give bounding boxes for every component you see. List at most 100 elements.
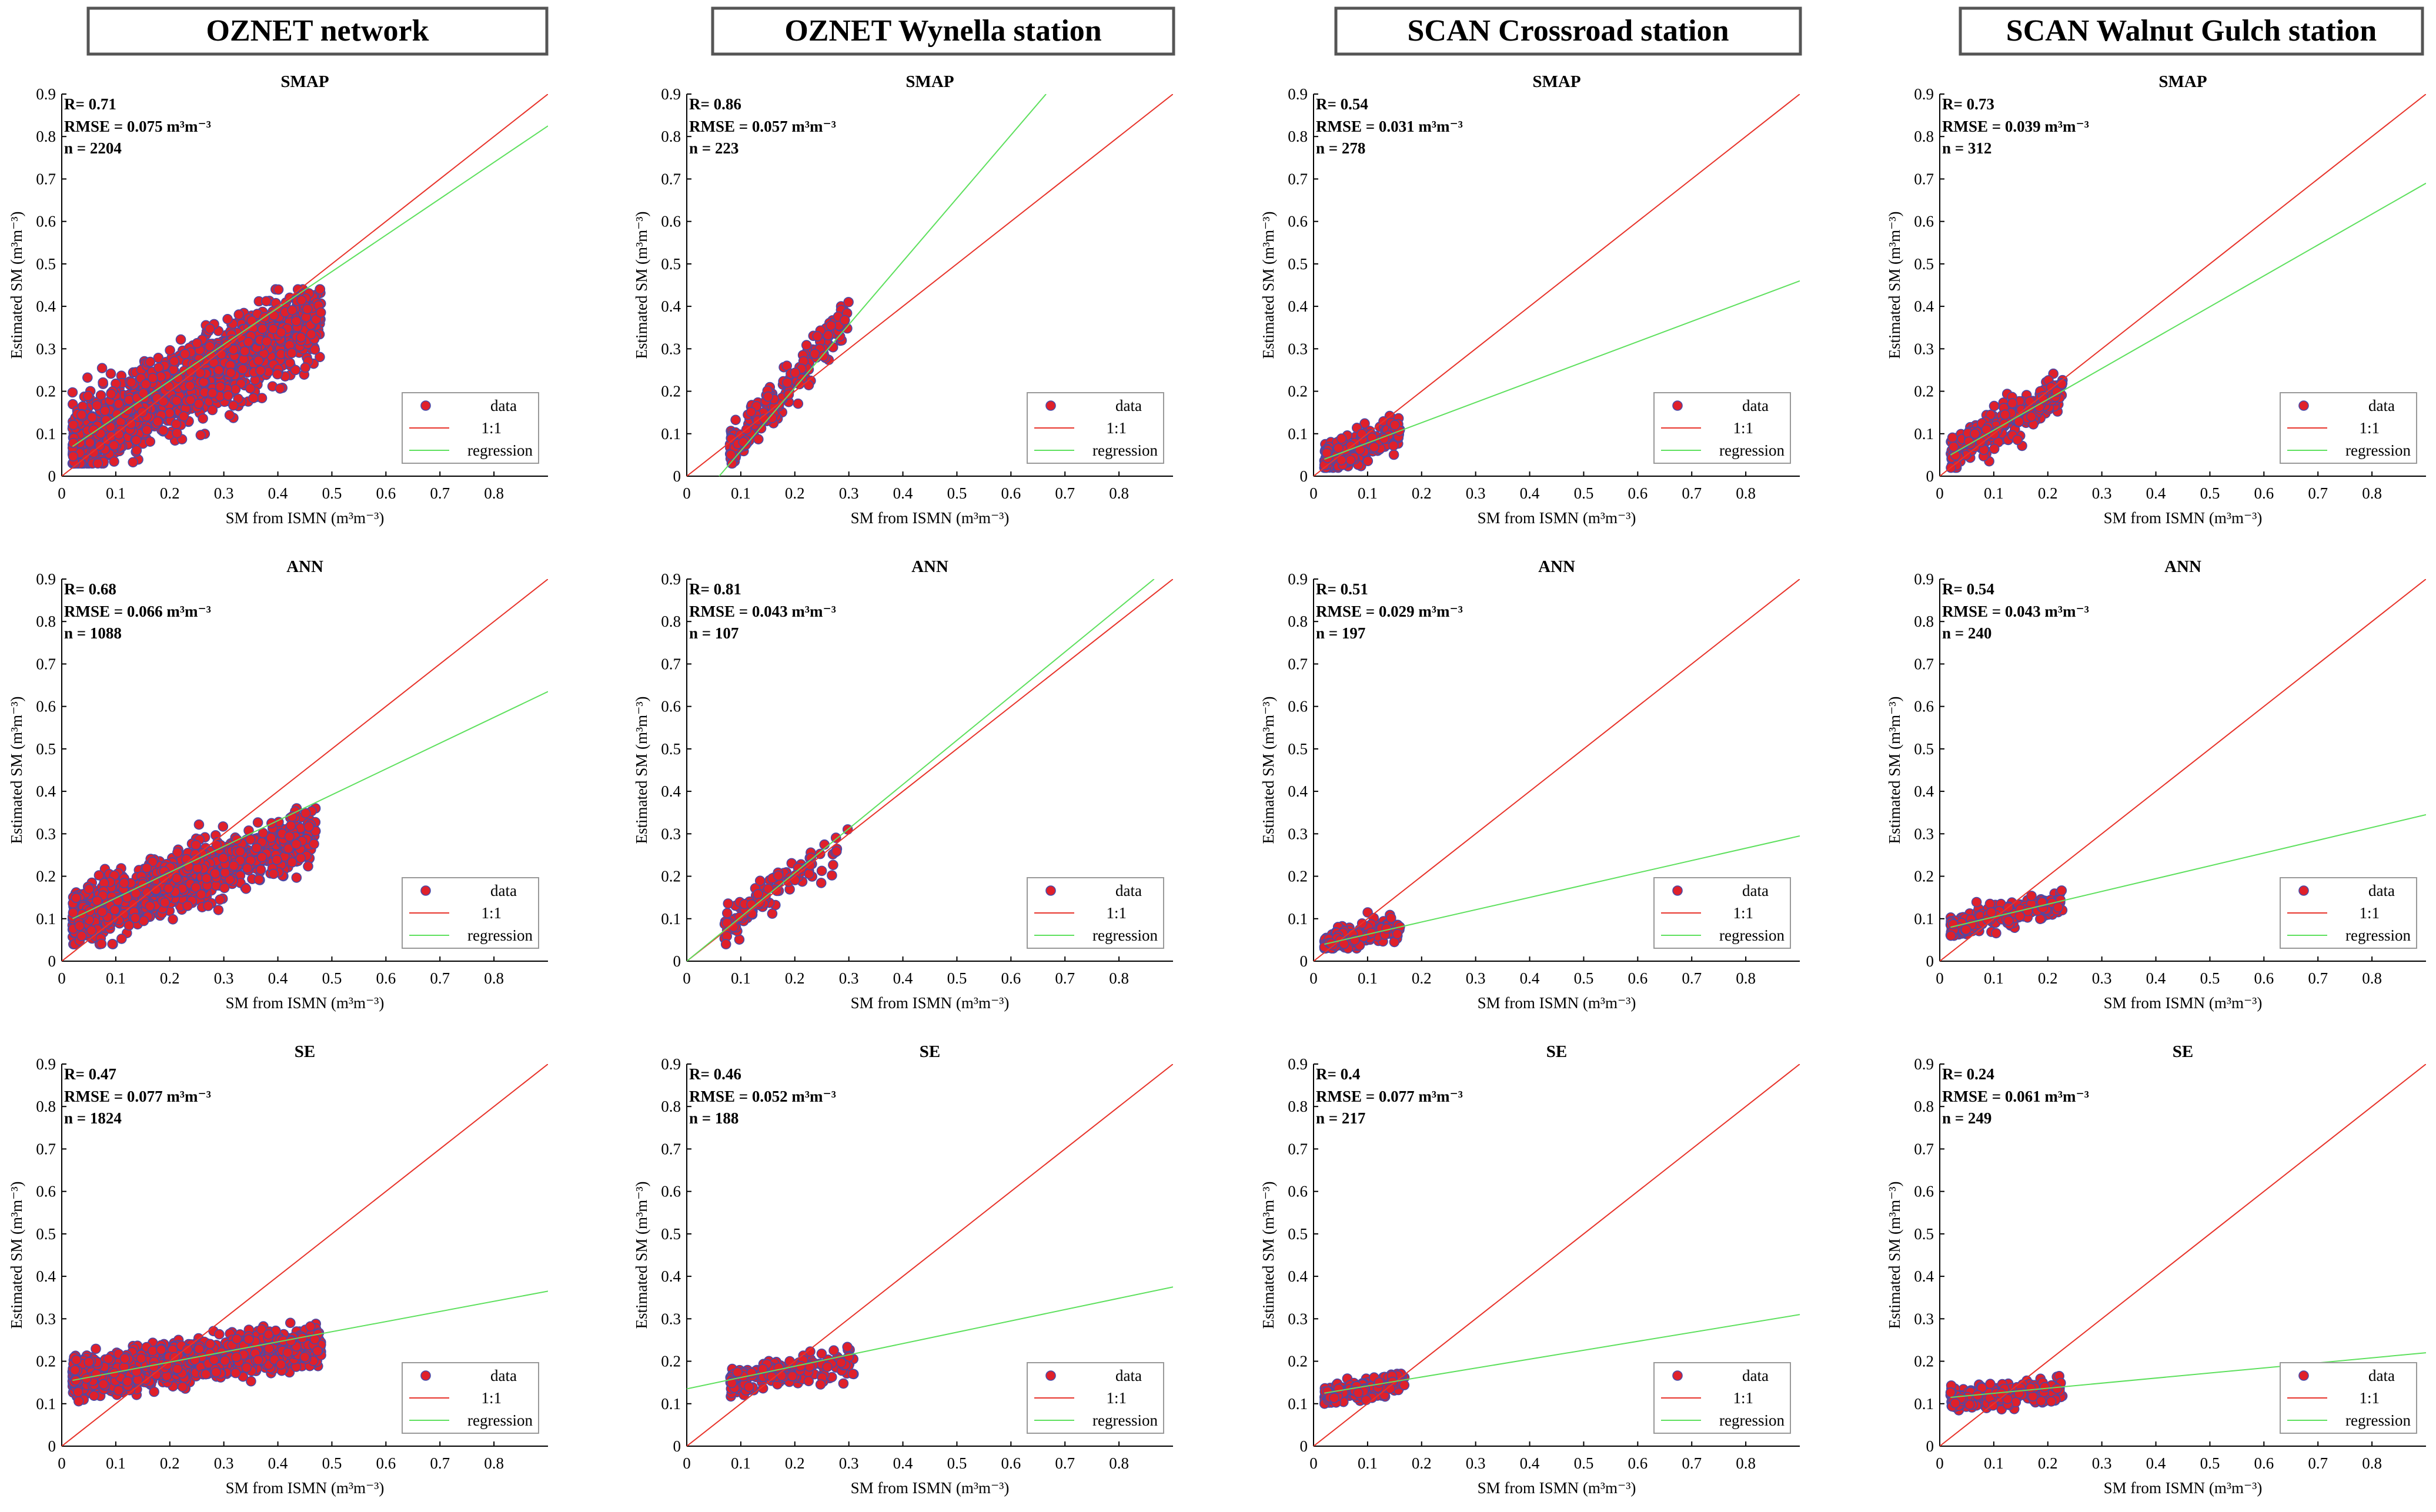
y-tick-label: 0.3 [661,825,681,842]
data-point [723,899,733,908]
legend-regression-label: regression [1719,926,1785,944]
x-tick-label: 0.4 [893,484,913,502]
data-point [165,346,175,355]
data-point [85,438,95,447]
y-tick-label: 0.7 [1914,170,1934,188]
y-axis-label: Estimated SM (m³m⁻³) [1886,697,1903,844]
legend-data-label: data [2368,397,2395,414]
data-point [198,414,208,423]
y-tick-label: 0.5 [1288,255,1308,273]
y-axis-label: Estimated SM (m³m⁻³) [1886,212,1903,359]
data-point [1985,899,1994,909]
data-point [306,329,316,339]
x-tick-label: 0.5 [2200,484,2220,502]
legend-data-marker [1673,886,1682,895]
data-point [241,884,250,894]
data-point [235,847,245,857]
legend-regression-label: regression [1092,441,1158,459]
y-axis-label: Estimated SM (m³m⁻³) [8,212,25,359]
data-point [68,908,78,918]
data-point [275,384,285,393]
y-tick-label: 0.7 [1288,170,1308,188]
data-point [1962,925,1971,934]
y-tick-label: 0.9 [1914,570,1934,588]
x-tick-label: 0.5 [1574,969,1594,987]
column-header-text: OZNET network [206,14,429,48]
y-tick-label: 0.1 [1914,910,1934,928]
data-point [285,832,294,841]
data-point [793,399,803,409]
data-point [172,396,181,406]
y-tick-label: 0.3 [36,825,56,842]
y-tick-label: 0.8 [1914,613,1934,630]
data-point [296,854,305,863]
stat-n: n = 107 [689,624,739,642]
data-point [216,382,225,392]
x-tick-label: 0.4 [268,969,288,987]
data-point [220,868,230,877]
x-tick-label: 0.2 [2038,484,2058,502]
x-tick-label: 0.7 [1682,969,1702,987]
stat-r: R= 0.68 [64,580,116,598]
data-point [93,459,102,468]
y-tick-label: 0.7 [36,655,56,673]
legend-one-to-one-label: 1:1 [1733,904,1753,922]
y-tick-label: 0.8 [1914,128,1934,145]
y-tick-label: 0.5 [36,740,56,758]
data-point [252,843,261,852]
data-point [1363,456,1372,466]
stat-rmse: RMSE = 0.029 m³m⁻³ [1316,603,1463,620]
x-tick-label: 0 [683,969,691,987]
legend-one-to-one-label: 1:1 [1733,419,1753,437]
y-tick-label: 0.6 [1914,213,1934,230]
data-point [256,366,265,376]
data-point [767,909,777,918]
stat-r: R= 0.51 [1316,580,1368,598]
y-tick-label: 0.5 [661,740,681,758]
data-point [192,339,202,348]
y-tick-label: 0.5 [661,255,681,273]
data-point [2000,410,2010,419]
data-point [2057,886,2066,895]
y-tick-label: 0.4 [1288,782,1308,800]
y-tick-label: 0.2 [36,868,56,885]
data-point [240,346,249,356]
data-point [214,366,223,375]
x-tick-label: 0.3 [1466,969,1486,987]
stat-r: R= 0.54 [1316,95,1368,113]
data-point [226,368,236,377]
data-point [68,388,77,397]
data-point [734,935,744,944]
data-point [813,332,822,341]
x-tick-label: 0 [1309,969,1318,987]
x-tick-label: 0.8 [1736,484,1756,502]
y-tick-label: 0.5 [1914,255,1934,273]
legend-one-to-one-label: 1:1 [2359,904,2380,922]
y-tick-label: 0 [1926,467,1934,485]
stat-n: n = 312 [1942,139,1991,157]
x-tick-label: 0.2 [1412,484,1432,502]
x-tick-label: 0.1 [1984,969,2004,987]
x-tick-label: 0.8 [1109,969,1129,987]
x-tick-label: 0.6 [1001,484,1021,502]
data-point [199,377,209,387]
data-point [1334,443,1343,453]
panel-title: SMAP [2158,72,2207,91]
data-point [71,893,81,902]
y-tick-label: 0.1 [1288,910,1308,928]
data-point [309,839,319,849]
data-point [286,821,296,831]
x-tick-label: 0.7 [2308,484,2328,502]
data-point [1949,442,1959,451]
data-point [296,333,306,342]
data-point [98,378,108,387]
x-tick-label: 0.7 [430,1454,450,1472]
y-tick-label: 0 [1300,952,1308,970]
y-tick-label: 0.8 [36,613,56,630]
x-tick-label: 0.8 [1109,484,1129,502]
x-tick-label: 0.5 [322,484,342,502]
y-tick-label: 0.4 [661,782,681,800]
x-tick-label: 0.8 [484,1454,504,1472]
data-point [128,457,138,467]
